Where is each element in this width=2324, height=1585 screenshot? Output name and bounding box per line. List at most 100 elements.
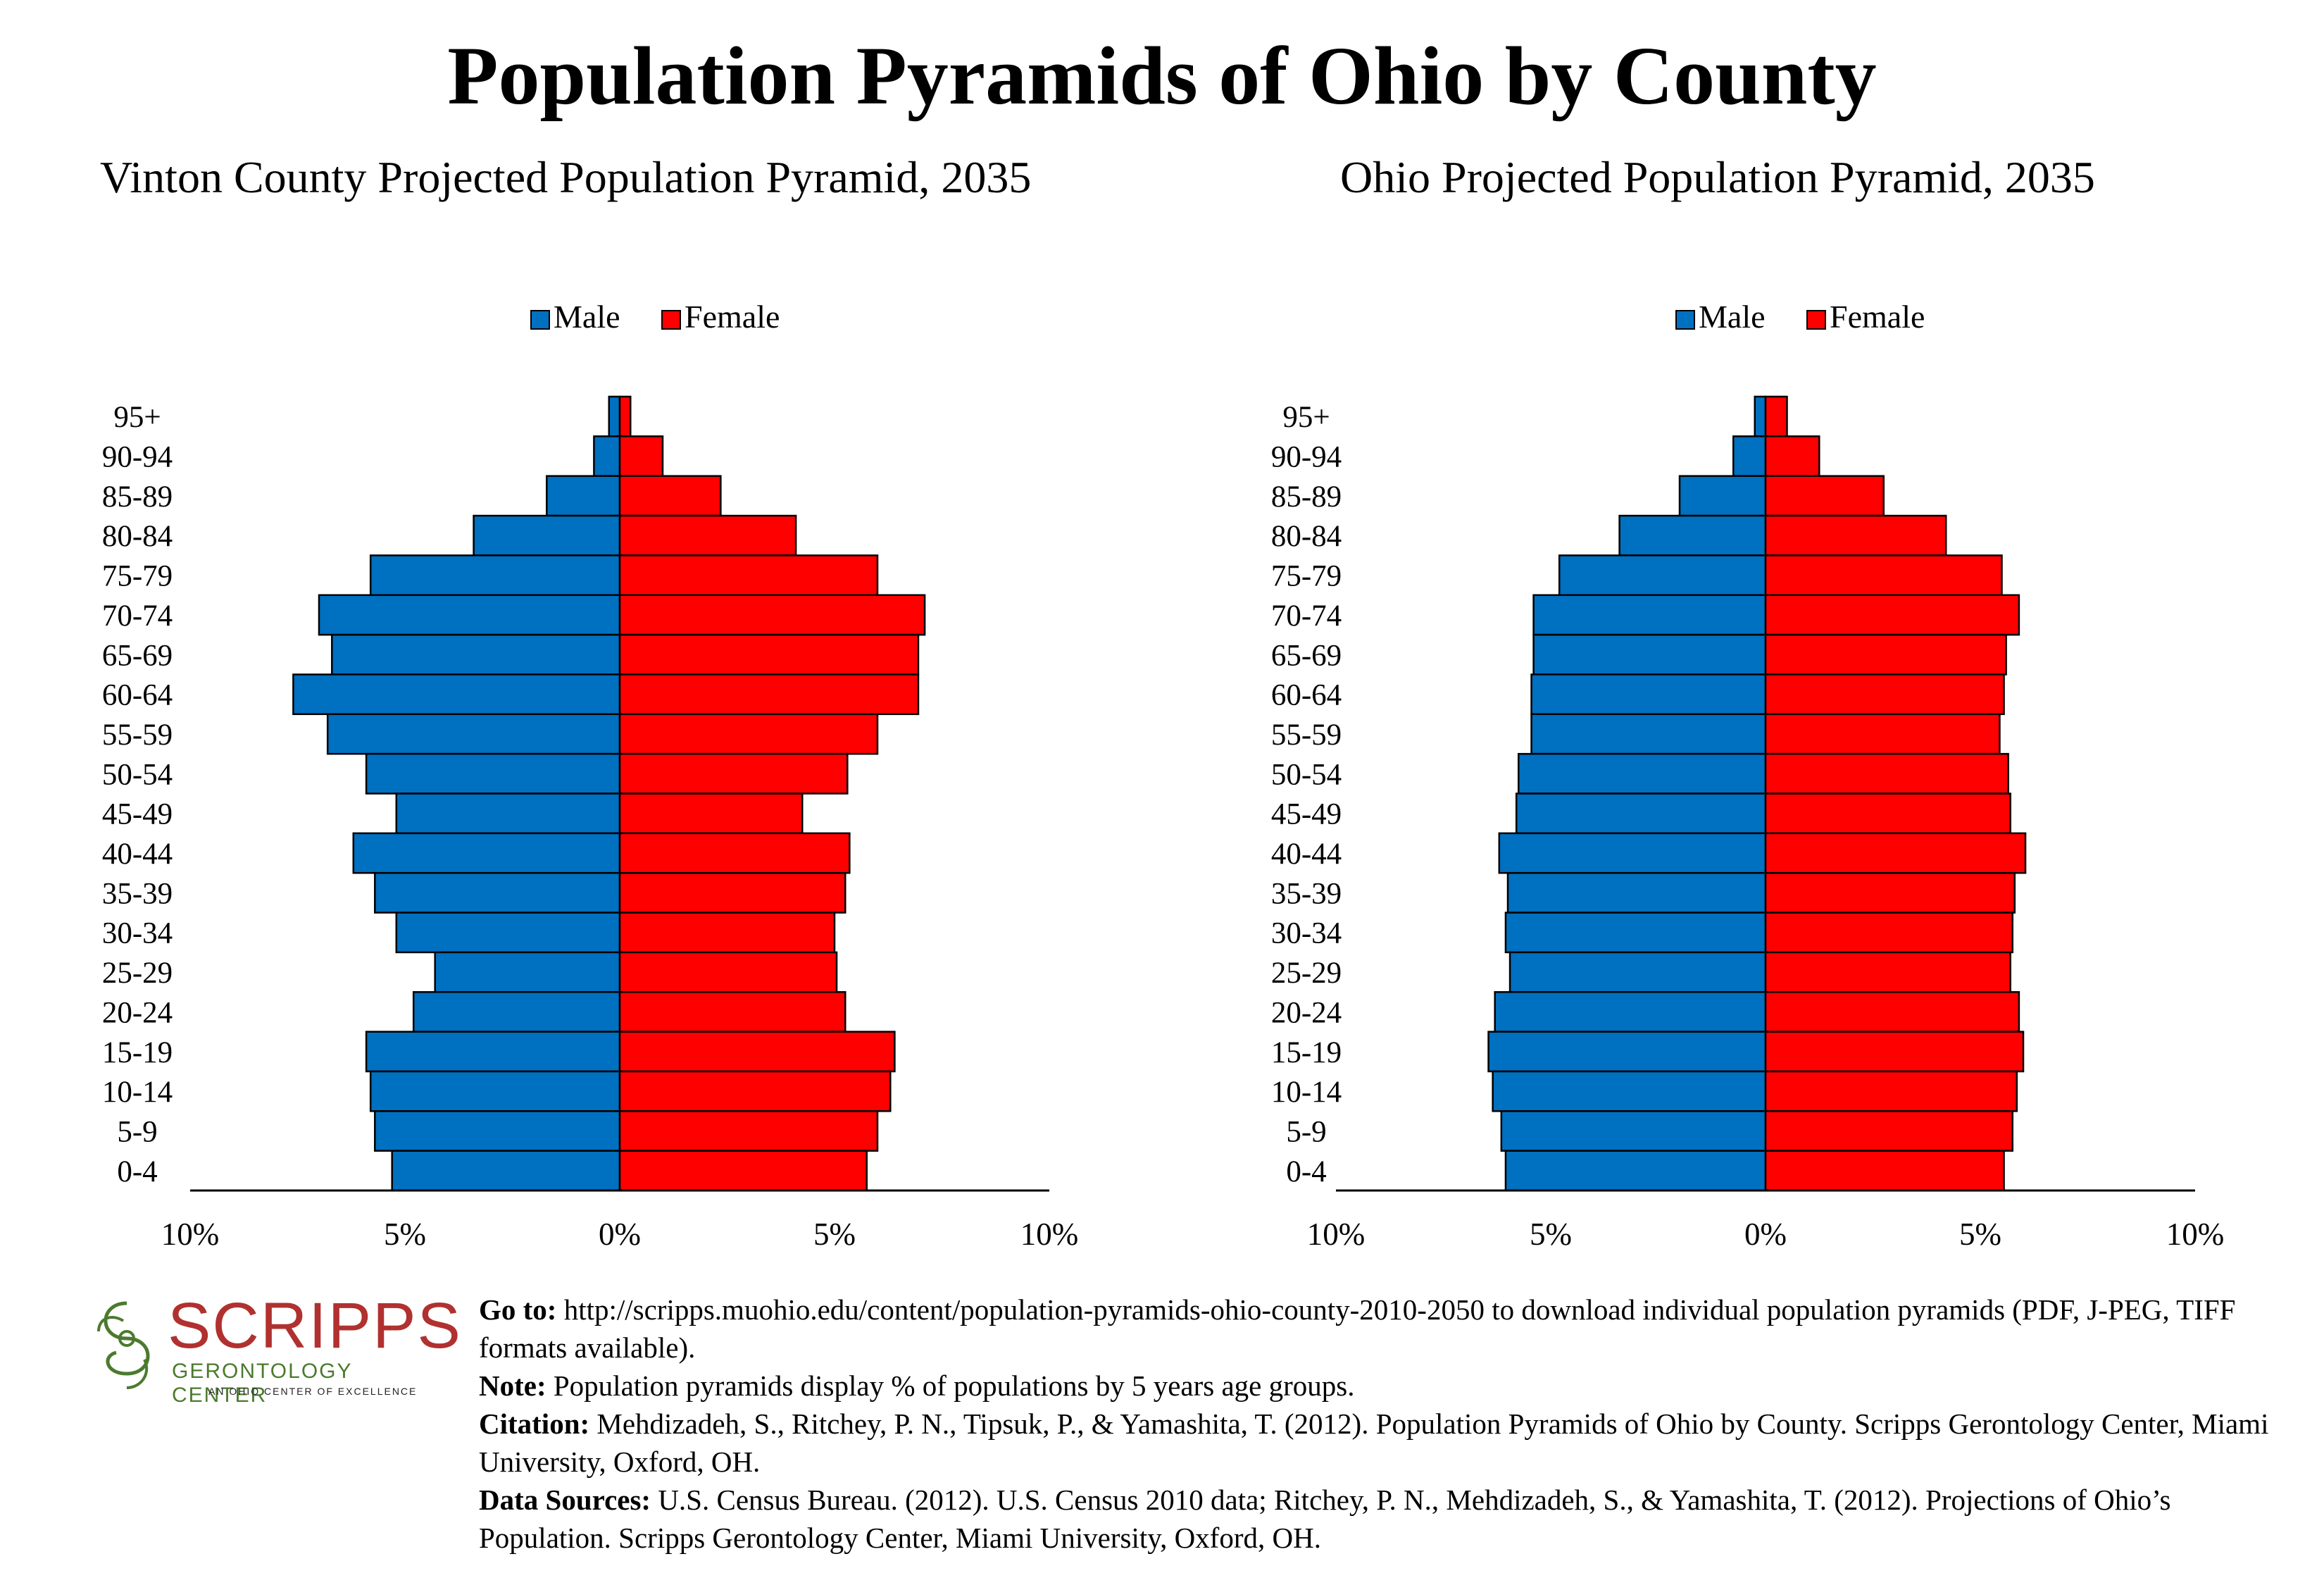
scripps-logo: SCRIPPS GERONTOLOGY CENTER AN OHIO CENTE… bbox=[85, 1289, 461, 1407]
note-label: Note: bbox=[479, 1369, 546, 1402]
age-label-ohio-55-59: 55-59 bbox=[1271, 719, 1342, 752]
footer-sources: Data Sources: U.S. Census Bureau. (2012)… bbox=[479, 1481, 2310, 1557]
age-label-ohio-25-29: 25-29 bbox=[1271, 957, 1342, 990]
bar-female-vinton-85-89 bbox=[618, 475, 722, 517]
bar-female-vinton-95+ bbox=[618, 395, 632, 437]
citation-label: Citation: bbox=[479, 1407, 590, 1440]
age-label-vinton-0-4: 0-4 bbox=[117, 1155, 157, 1188]
bar-male-vinton-20-24 bbox=[412, 991, 621, 1033]
chart-title-vinton: Vinton County Projected Population Pyram… bbox=[100, 152, 1032, 202]
sources-text: U.S. Census Bureau. (2012). U.S. Census … bbox=[479, 1484, 2171, 1554]
age-label-vinton-5-9: 5-9 bbox=[117, 1115, 157, 1148]
bar-male-vinton-95+ bbox=[608, 395, 621, 437]
bar-female-ohio-80-84 bbox=[1764, 514, 1947, 557]
bar-male-vinton-5-9 bbox=[374, 1110, 621, 1152]
bar-male-ohio-45-49 bbox=[1515, 792, 1767, 835]
bar-male-vinton-75-79 bbox=[369, 554, 621, 597]
age-label-ohio-65-69: 65-69 bbox=[1271, 639, 1342, 672]
bar-male-ohio-60-64 bbox=[1530, 673, 1767, 716]
age-label-vinton-80-84: 80-84 bbox=[102, 520, 173, 553]
bar-female-ohio-15-19 bbox=[1764, 1031, 2025, 1073]
x-tick-label-ohio-1: 5% bbox=[1530, 1217, 1572, 1252]
bar-female-ohio-95+ bbox=[1764, 395, 1788, 437]
x-tick-label-vinton-1: 5% bbox=[384, 1217, 426, 1252]
bar-male-ohio-5-9 bbox=[1500, 1110, 1767, 1152]
legend-male-swatch-vinton bbox=[530, 310, 550, 330]
bar-female-vinton-75-79 bbox=[618, 554, 879, 597]
bar-female-ohio-55-59 bbox=[1764, 713, 2001, 755]
legend-female-label-vinton: Female bbox=[685, 299, 780, 335]
x-tick-label-ohio-2: 0% bbox=[1744, 1217, 1787, 1252]
footer-citation: Citation: Mehdizadeh, S., Ritchey, P. N.… bbox=[479, 1405, 2310, 1481]
age-label-vinton-65-69: 65-69 bbox=[102, 639, 173, 672]
x-tick-label-ohio-0: 10% bbox=[1307, 1217, 1366, 1252]
bar-male-vinton-60-64 bbox=[292, 673, 621, 716]
age-label-ohio-85-89: 85-89 bbox=[1271, 480, 1342, 514]
logo-wordmark: SCRIPPS bbox=[168, 1290, 462, 1362]
bar-male-ohio-70-74 bbox=[1532, 594, 1767, 636]
age-label-ohio-60-64: 60-64 bbox=[1271, 679, 1342, 712]
bar-female-ohio-75-79 bbox=[1764, 554, 2003, 597]
legend-female-swatch-vinton bbox=[661, 310, 681, 330]
x-tick-label-vinton-2: 0% bbox=[599, 1217, 641, 1252]
x-tick-label-vinton-0: 10% bbox=[161, 1217, 220, 1252]
bar-male-vinton-85-89 bbox=[546, 475, 621, 517]
age-label-vinton-25-29: 25-29 bbox=[102, 957, 173, 990]
sources-label: Data Sources: bbox=[479, 1484, 651, 1516]
bar-female-vinton-30-34 bbox=[618, 912, 836, 954]
age-label-ohio-80-84: 80-84 bbox=[1271, 520, 1342, 553]
legend-male-label-vinton: Male bbox=[554, 299, 620, 335]
age-label-ohio-35-39: 35-39 bbox=[1271, 877, 1342, 910]
x-tick-label-vinton-4: 10% bbox=[1020, 1217, 1079, 1252]
bar-male-vinton-25-29 bbox=[434, 951, 621, 993]
bar-male-vinton-40-44 bbox=[352, 832, 621, 874]
age-label-ohio-50-54: 50-54 bbox=[1271, 758, 1342, 791]
bar-female-vinton-65-69 bbox=[618, 633, 920, 676]
age-label-ohio-10-14: 10-14 bbox=[1271, 1076, 1342, 1109]
bar-female-vinton-80-84 bbox=[618, 514, 797, 557]
bar-female-vinton-5-9 bbox=[618, 1110, 879, 1152]
bar-male-ohio-35-39 bbox=[1506, 871, 1767, 914]
bar-female-ohio-45-49 bbox=[1764, 792, 2011, 835]
goto-text: http://scripps.muohio.edu/content/popula… bbox=[479, 1293, 2236, 1364]
bar-female-vinton-35-39 bbox=[618, 871, 846, 914]
bar-male-vinton-45-49 bbox=[395, 792, 621, 835]
bar-male-vinton-55-59 bbox=[326, 713, 621, 755]
legend-male-label-ohio: Male bbox=[1699, 299, 1766, 335]
age-label-vinton-55-59: 55-59 bbox=[102, 719, 173, 752]
age-label-vinton-60-64: 60-64 bbox=[102, 679, 173, 712]
bar-male-ohio-0-4 bbox=[1504, 1150, 1767, 1192]
bar-female-vinton-10-14 bbox=[618, 1070, 892, 1112]
age-label-vinton-90-94: 90-94 bbox=[102, 441, 173, 474]
bar-female-vinton-90-94 bbox=[618, 435, 664, 477]
age-label-ohio-30-34: 30-34 bbox=[1271, 917, 1342, 950]
age-label-ohio-20-24: 20-24 bbox=[1271, 996, 1342, 1029]
bar-female-ohio-10-14 bbox=[1764, 1070, 2018, 1112]
bar-male-vinton-65-69 bbox=[331, 633, 621, 676]
age-label-vinton-70-74: 70-74 bbox=[102, 599, 173, 633]
bar-female-vinton-20-24 bbox=[618, 991, 846, 1033]
age-label-ohio-5-9: 5-9 bbox=[1286, 1115, 1326, 1148]
age-label-vinton-20-24: 20-24 bbox=[102, 996, 173, 1029]
bar-female-vinton-15-19 bbox=[618, 1031, 896, 1073]
bar-male-ohio-25-29 bbox=[1508, 951, 1767, 993]
age-label-ohio-95+: 95+ bbox=[1282, 401, 1330, 434]
bar-male-ohio-90-94 bbox=[1732, 435, 1767, 477]
x-tick-label-ohio-4: 10% bbox=[2166, 1217, 2225, 1252]
age-label-vinton-30-34: 30-34 bbox=[102, 917, 173, 950]
bar-male-ohio-65-69 bbox=[1532, 633, 1767, 676]
bar-female-ohio-25-29 bbox=[1764, 951, 2011, 993]
bar-female-ohio-60-64 bbox=[1764, 673, 2005, 716]
footer-notes: Go to: http://scripps.muohio.edu/content… bbox=[479, 1291, 2310, 1557]
bar-male-vinton-10-14 bbox=[369, 1070, 621, 1112]
bar-male-vinton-0-4 bbox=[391, 1150, 621, 1192]
bar-female-vinton-0-4 bbox=[618, 1150, 868, 1192]
logo-tagline: AN OHIO CENTER OF EXCELLENCE bbox=[208, 1386, 418, 1397]
bar-male-ohio-55-59 bbox=[1530, 713, 1767, 755]
note-text: Population pyramids display % of populat… bbox=[546, 1369, 1355, 1402]
bar-male-ohio-40-44 bbox=[1498, 832, 1767, 874]
age-label-vinton-45-49: 45-49 bbox=[102, 798, 173, 831]
logo-subtitle: GERONTOLOGY CENTER bbox=[172, 1360, 352, 1407]
age-label-ohio-40-44: 40-44 bbox=[1271, 838, 1342, 871]
x-tick-label-vinton-3: 5% bbox=[813, 1217, 856, 1252]
